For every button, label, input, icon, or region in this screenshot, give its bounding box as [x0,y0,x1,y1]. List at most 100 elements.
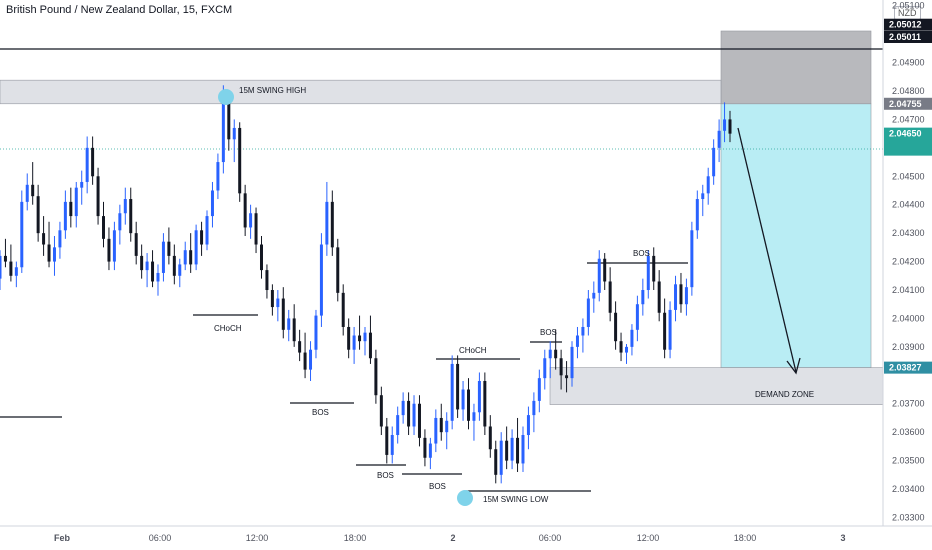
candle [575,326,579,359]
candle [488,415,492,458]
candle [445,412,449,450]
candle [254,207,258,254]
time-tick-label: 12:00 [637,533,660,543]
candle [276,290,280,322]
candle [412,395,416,436]
candle [494,440,498,484]
bos-label-5: BOS [633,249,650,258]
time-axis[interactable]: Feb 06:00 12:00 18:00 2 06:00 12:00 18:00 3 [54,533,846,543]
candle [684,278,688,316]
time-tick-label: Feb [54,533,71,543]
candle [102,201,106,248]
candle [183,241,187,271]
candle [674,275,678,322]
candle [526,406,530,450]
candle [210,181,214,228]
candle [134,221,138,265]
candle [238,122,242,202]
candle [85,136,89,194]
bos-label-1: BOS [312,408,329,417]
candle [31,162,35,205]
candle [532,392,536,433]
candle [461,380,465,421]
candle [20,190,24,273]
candle [390,426,394,464]
candle [695,190,699,239]
candle [0,250,2,291]
price-tick-label: 2.03400 [892,484,925,494]
candle [516,417,520,472]
candle [156,264,160,296]
candle [341,284,345,336]
choch-label-1: CHoCH [214,324,242,333]
time-tick-label: 12:00 [246,533,269,543]
candle [728,110,732,143]
candle [407,392,411,436]
candle [112,221,116,271]
candle [123,187,127,225]
candle [63,190,67,239]
candle [543,349,547,390]
svg-text:2.05012: 2.05012 [889,20,922,30]
candle [347,318,351,359]
candle [47,221,51,268]
candle [161,233,165,282]
price-tick-label: 2.04500 [892,171,925,181]
candle [505,426,509,470]
candle [287,309,291,342]
candle [368,315,372,364]
price-tick-label: 2.04400 [892,200,925,210]
candle [69,187,73,228]
time-tick-label: 2 [450,533,455,543]
candle [712,139,716,185]
candle [537,369,541,413]
price-tag: 2.04650 [884,127,932,156]
projection-arrow [737,127,801,375]
candle [483,372,487,436]
candle [298,329,302,362]
candle [477,372,481,421]
candle [624,344,628,364]
price-axis[interactable]: 2.05100 2.04900 2.04800 2.04700 2.04500 2.044… [892,1,925,523]
candle [554,329,558,370]
candle [172,244,176,285]
candle [129,187,133,242]
candle [521,426,525,472]
candle [548,341,552,379]
chart-title: British Pound / New Zealand Dollar, 15, … [6,4,233,16]
svg-text:2.05011: 2.05011 [889,32,921,42]
candle [194,224,198,271]
time-tick-label: 06:00 [539,533,562,543]
candle [428,437,432,470]
bos-label-3: BOS [429,482,446,491]
candle [439,403,443,441]
candle [706,167,710,205]
price-tick-label: 2.03500 [892,456,925,466]
candle [401,392,405,424]
candle [379,386,383,436]
candle [303,332,307,379]
candle [319,233,323,327]
candle [178,258,182,288]
candle [559,349,563,390]
candle [145,253,149,288]
candle [140,244,144,279]
price-tag: 2.03827 [884,361,932,374]
candle [663,298,667,359]
candle [309,341,313,381]
candle [668,301,672,359]
candle [614,301,618,350]
candle [646,250,650,299]
candle [118,204,122,245]
candle [200,221,204,256]
candle [232,119,236,163]
stop-zone [720,30,872,105]
candle [52,235,56,276]
countdown-timer: 01:49 [892,159,915,169]
candle [417,395,421,447]
candle [243,184,247,236]
candle [58,221,62,259]
price-tick-label: 2.03300 [892,512,925,522]
candle [325,181,329,256]
